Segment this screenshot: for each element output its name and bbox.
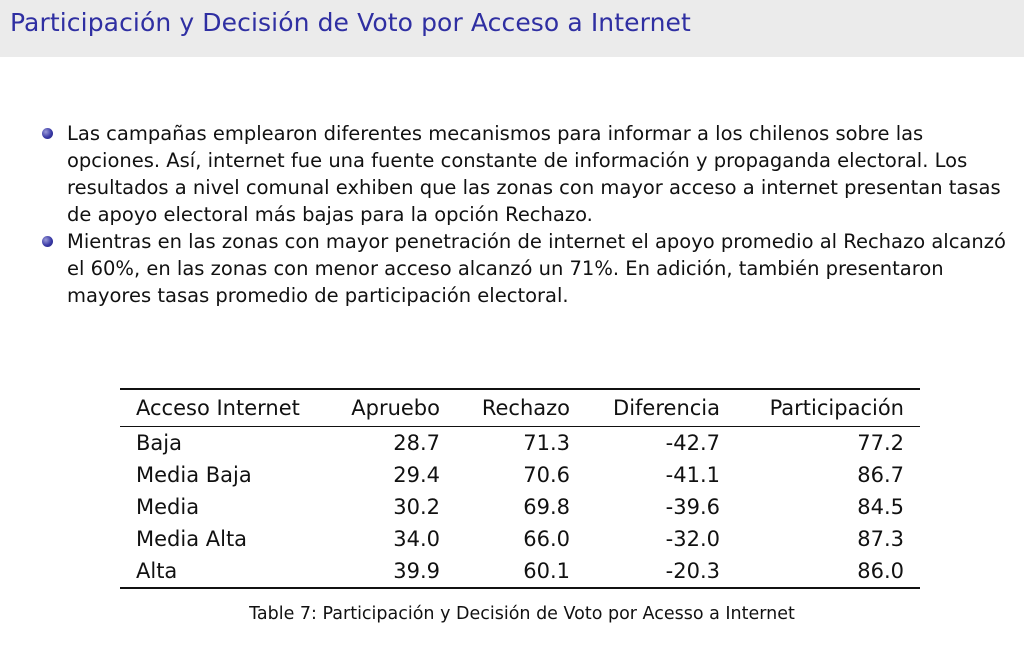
table-cell: 69.8 bbox=[523, 495, 570, 519]
table-cell: -42.7 bbox=[665, 431, 720, 455]
table-cell: 70.6 bbox=[523, 463, 570, 487]
table-cell: 29.4 bbox=[393, 463, 440, 487]
table-cell: 34.0 bbox=[393, 527, 440, 551]
table-cell: 30.2 bbox=[393, 495, 440, 519]
table-cell: 77.2 bbox=[857, 431, 904, 455]
column-header: Diferencia bbox=[613, 396, 720, 420]
table-cell: -41.1 bbox=[665, 463, 720, 487]
table-cell: Alta bbox=[136, 559, 178, 583]
column-header: Acceso Internet bbox=[136, 396, 300, 420]
table-cell: Media Baja bbox=[136, 463, 252, 487]
table-cell: 60.1 bbox=[523, 559, 570, 583]
slide-title: Participación y Decisión de Voto por Acc… bbox=[10, 8, 691, 37]
table-cell: 66.0 bbox=[523, 527, 570, 551]
table-cell: 86.0 bbox=[857, 559, 904, 583]
column-header: Apruebo bbox=[351, 396, 440, 420]
table-row: Alta 39.9 60.1 -20.3 86.0 bbox=[120, 555, 920, 588]
slide-header: Participación y Decisión de Voto por Acc… bbox=[0, 0, 1024, 57]
bullet-text: Mientras en las zonas con mayor penetrac… bbox=[67, 230, 1006, 307]
results-table-container: Acceso Internet Apruebo Rechazo Diferenc… bbox=[120, 388, 920, 589]
table-cell: -39.6 bbox=[665, 495, 720, 519]
bullet-item: Las campañas emplearon diferentes mecani… bbox=[40, 120, 1015, 228]
bullet-icon bbox=[42, 128, 53, 139]
table-cell: 39.9 bbox=[393, 559, 440, 583]
bullet-text: Las campañas emplearon diferentes mecani… bbox=[67, 122, 1001, 226]
table-cell: 87.3 bbox=[857, 527, 904, 551]
table-row: Media Alta 34.0 66.0 -32.0 87.3 bbox=[120, 523, 920, 555]
table-header-row: Acceso Internet Apruebo Rechazo Diferenc… bbox=[120, 389, 920, 427]
bullet-item: Mientras en las zonas con mayor penetrac… bbox=[40, 228, 1015, 309]
table-caption: Table 7: Participación y Decisión de Vot… bbox=[249, 604, 795, 624]
bullet-icon bbox=[42, 236, 53, 247]
column-header: Rechazo bbox=[481, 396, 570, 420]
table-cell: 84.5 bbox=[857, 495, 904, 519]
table-cell: -32.0 bbox=[665, 527, 720, 551]
table-row: Baja 28.7 71.3 -42.7 77.2 bbox=[120, 427, 920, 460]
table-cell: -20.3 bbox=[665, 559, 720, 583]
table-cell: 28.7 bbox=[393, 431, 440, 455]
table-cell: Baja bbox=[136, 431, 182, 455]
table-row: Media 30.2 69.8 -39.6 84.5 bbox=[120, 491, 920, 523]
bullet-list: Las campañas emplearon diferentes mecani… bbox=[40, 120, 1015, 309]
column-header: Participación bbox=[769, 396, 904, 420]
table-cell: 71.3 bbox=[523, 431, 570, 455]
table-cell: Media bbox=[136, 495, 200, 519]
table-row: Media Baja 29.4 70.6 -41.1 86.7 bbox=[120, 459, 920, 491]
table-cell: 86.7 bbox=[857, 463, 904, 487]
results-table: Acceso Internet Apruebo Rechazo Diferenc… bbox=[120, 388, 920, 589]
table-cell: Media Alta bbox=[136, 527, 248, 551]
